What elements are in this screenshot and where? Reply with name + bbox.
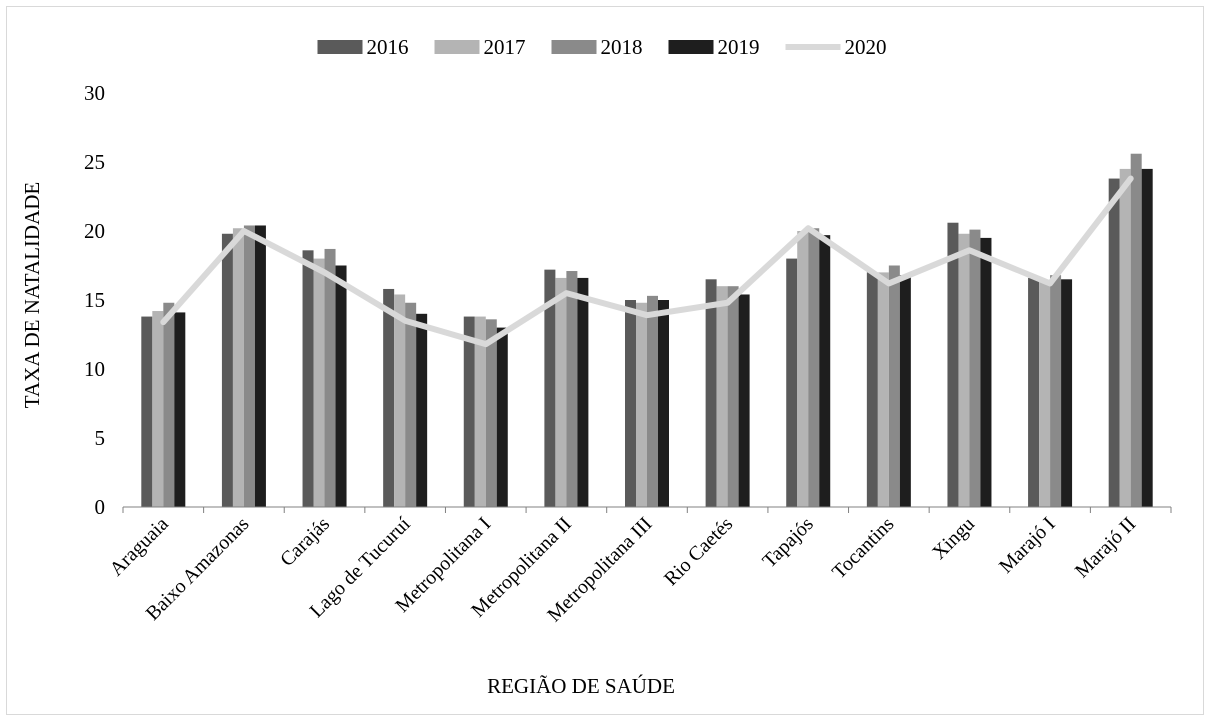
x-tick-label: Tapajós: [758, 513, 817, 572]
bar-2016: [383, 288, 395, 507]
bar-2019: [577, 277, 589, 507]
bar-2017: [958, 233, 970, 507]
y-tick-label: 5: [95, 426, 106, 450]
chart-area: 2016 2017 2018 2019 2020 0 5 10 15 20 25 30 Aragua…: [6, 6, 1204, 715]
legend-label: 2019: [718, 35, 760, 59]
bar-2017: [1039, 280, 1051, 507]
bar-2018: [727, 286, 739, 507]
legend-swatch: [551, 40, 597, 54]
y-axis-label: TAXA DE NATALIDADE: [20, 182, 44, 408]
bar-2019: [819, 235, 831, 507]
line-2020: [160, 175, 1134, 348]
bar-2017: [1119, 168, 1131, 507]
bar-line-chart: 2016 2017 2018 2019 2020 0 5 10 15 20 25 30 Aragua…: [20, 35, 1172, 698]
line-layer: [160, 175, 1134, 348]
bar-2017: [152, 311, 164, 507]
bar-2016: [544, 269, 556, 507]
bar-2016: [1108, 178, 1120, 507]
y-tick-label: 15: [84, 288, 105, 312]
bar-2019: [980, 237, 992, 507]
bar-2018: [888, 265, 900, 507]
bar-2018: [808, 228, 820, 508]
bars-layer: [141, 153, 1153, 508]
x-axis-label: REGIÃO DE SAÚDE: [487, 674, 675, 698]
bar-2018: [647, 295, 658, 507]
bar-2016: [625, 300, 636, 507]
y-axis: 0 5 10 15 20 25 30: [84, 81, 105, 519]
bar-2019: [1061, 279, 1073, 507]
bar-2018: [969, 229, 981, 507]
bar-2017: [394, 294, 406, 507]
y-tick-label: 30: [84, 81, 105, 105]
bar-2016: [1028, 277, 1040, 507]
bar-2017: [232, 228, 244, 508]
y-tick-label: 0: [95, 495, 106, 519]
bar-2018: [1050, 275, 1062, 507]
bar-2019: [496, 327, 508, 507]
legend-swatch: [317, 40, 363, 54]
bar-2019: [1141, 168, 1153, 507]
bar-2016: [141, 316, 153, 507]
bar-2019: [658, 300, 669, 507]
bar-2017: [636, 302, 647, 507]
bar-2017: [716, 286, 728, 507]
bar-2016: [866, 272, 878, 507]
bar-2019: [738, 294, 750, 507]
bar-2018: [566, 271, 578, 507]
legend-label: 2016: [367, 35, 409, 59]
bar-2017: [474, 316, 486, 507]
legend-label: 2020: [845, 35, 887, 59]
bar-2018: [163, 302, 175, 507]
legend: 2016 2017 2018 2019 2020: [317, 35, 887, 59]
bar-2019: [254, 225, 266, 508]
y-tick-label: 10: [84, 357, 105, 381]
bar-2016: [463, 316, 475, 507]
bar-2018: [485, 319, 497, 507]
legend-label: 2018: [601, 35, 643, 59]
bar-2016: [302, 250, 314, 507]
bar-2019: [174, 312, 186, 507]
bar-2017: [797, 231, 809, 507]
bar-2019: [416, 313, 428, 507]
bar-2019: [899, 275, 911, 507]
x-tick-label: Rio Caetés: [660, 513, 737, 590]
x-tick-label: Marajó I: [995, 513, 1060, 578]
bar-2017: [877, 272, 889, 507]
legend-label: 2017: [484, 35, 526, 59]
legend-swatch: [434, 40, 480, 54]
bar-2017: [313, 258, 325, 507]
x-tick-label: Marajó II: [1071, 513, 1140, 582]
bar-2018: [243, 225, 255, 508]
x-tick-label: Araguaia: [105, 513, 172, 580]
bar-2017: [555, 277, 567, 507]
y-tick-label: 20: [84, 219, 105, 243]
bar-2018: [324, 248, 336, 507]
bar-2018: [405, 302, 417, 507]
x-tick-label: Tocantins: [828, 513, 898, 583]
bar-2016: [705, 279, 717, 507]
bar-2016: [786, 258, 798, 507]
y-tick-label: 25: [84, 150, 105, 174]
x-tick-label: Xingu: [928, 513, 979, 564]
legend-swatch: [668, 40, 714, 54]
bar-2016: [221, 233, 233, 507]
bar-2019: [335, 265, 347, 507]
bar-2018: [1130, 153, 1142, 507]
bar-2016: [947, 222, 959, 507]
x-tick-label: Carajás: [276, 513, 334, 571]
